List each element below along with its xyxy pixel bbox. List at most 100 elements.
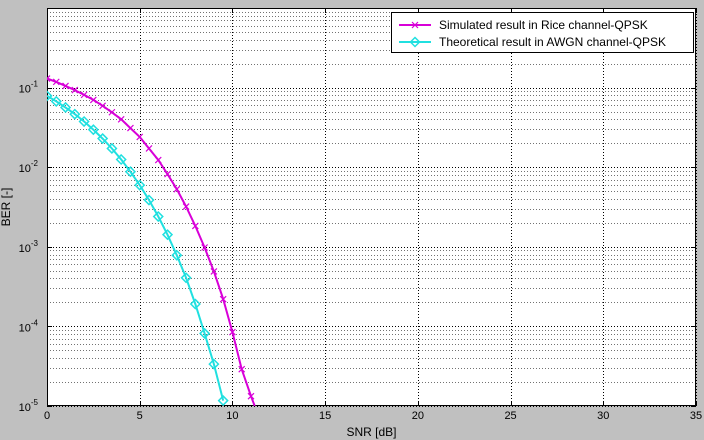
data-point-x [145,145,153,152]
y-tick-exponent: -3 [31,239,39,248]
data-point-x [238,365,246,373]
y-tick-label: 10-3 [19,239,39,255]
y-axis-label: BER [-] [0,188,13,227]
plot-area [47,8,696,406]
x-tick-label: 0 [44,410,50,422]
data-point-x [62,82,69,90]
plot-frame [47,8,696,406]
marker-x-stroke [154,156,162,164]
marker-x-stroke [108,108,116,116]
data-point-x [127,124,134,132]
data-point-x [191,222,199,230]
marker-x-stroke [173,185,181,193]
legend: Simulated result in Rice channel-QPSK Th… [391,12,694,53]
data-point-x [89,96,97,104]
marker-x-stroke [247,392,255,400]
y-tick-exponent: -2 [31,159,39,168]
marker-x-stroke [62,82,69,90]
data-point-diamond [59,101,72,114]
data-point-x [108,108,116,116]
marker-x-stroke [182,203,190,211]
series-line [47,95,225,401]
data-point-diamond [180,272,192,284]
data-point-x [71,86,79,94]
marker-x-stroke [47,75,51,80]
data-point-x [182,203,190,211]
data-point-diamond [115,153,127,166]
data-point-diamond [189,298,201,310]
data-point-diamond [106,142,118,155]
data-point-x [173,185,181,193]
marker-x-stroke [238,365,246,373]
axis-ticks [47,8,697,407]
marker-x-stroke [210,268,218,275]
data-point-diamond [161,229,174,241]
data-point-diamond [87,124,99,136]
data-point-x [117,115,125,123]
y-tick-base: 10 [19,402,31,414]
marker-x-stroke [136,133,144,141]
data-point-diamond [171,249,183,261]
data-point-x [80,91,88,99]
marker-x-stroke [219,295,227,303]
x-tick-labels: 0 5 10 15 20 25 30 35 [44,410,702,422]
legend-marker-x [411,21,419,29]
marker-x-stroke [164,170,171,178]
x-tick-label: 35 [690,410,702,422]
x-tick-label: 30 [597,410,609,422]
marker-x-stroke [47,77,51,82]
marker-x-stroke [201,244,209,251]
x-axis-label: SNR [dB] [346,425,396,439]
marker-x-stroke [411,21,419,29]
x-tick-label: 15 [319,410,331,422]
data-point-x [52,78,60,86]
y-tick-label: 10-4 [19,318,39,334]
data-point-x [136,133,144,141]
legend-entry-simulated: Simulated result in Rice channel-QPSK [399,18,648,32]
data-point-x [154,156,162,164]
marker-x-stroke [117,115,125,123]
legend-marker-shape [411,21,419,29]
marker-x-stroke [80,91,88,99]
data-point-diamond [47,90,53,102]
x-tick-label: 10 [226,410,238,422]
data-point-diamond [69,108,81,120]
x-tick-label: 20 [412,410,424,422]
data-point-x [219,295,227,303]
y-tick-labels: 10-110-210-310-410-5 [19,80,39,414]
marker-x-stroke [71,86,79,94]
legend-marker-diamond [409,36,421,48]
data-point-diamond [134,179,146,191]
data-point-diamond [208,358,220,370]
marker-x-stroke [89,96,97,104]
y-tick-label: 10-2 [19,159,39,175]
data-point-diamond [143,194,155,206]
x-tick-label: 5 [137,410,143,422]
data-point-x [210,268,218,275]
y-tick-exponent: -1 [31,80,39,89]
y-tick-base: 10 [19,243,31,255]
y-tick-base: 10 [19,322,31,334]
data-point-diamond [199,327,211,339]
data-point-diamond [217,395,229,406]
marker-x-stroke [127,124,134,132]
legend-label-theoretical: Theoretical result in AWGN channel-QPSK [439,35,666,49]
series-layer [47,75,256,406]
data-point-x [99,102,107,110]
marker-x-stroke [191,222,199,230]
y-tick-base: 10 [19,163,31,175]
data-point-diamond [78,115,90,128]
data-point-diamond [97,132,109,145]
legend-marker-shape [409,36,421,48]
y-tick-label: 10-1 [19,80,39,96]
series-1 [47,90,229,406]
marker-x-stroke [145,145,153,152]
marker-x-stroke [99,102,107,110]
x-tick-label: 25 [504,410,516,422]
y-tick-base: 10 [19,84,31,96]
y-tick-exponent: -4 [31,318,39,327]
marker-x-stroke [52,78,60,86]
y-tick-label: 10-5 [19,398,39,414]
legend-box [391,12,694,53]
